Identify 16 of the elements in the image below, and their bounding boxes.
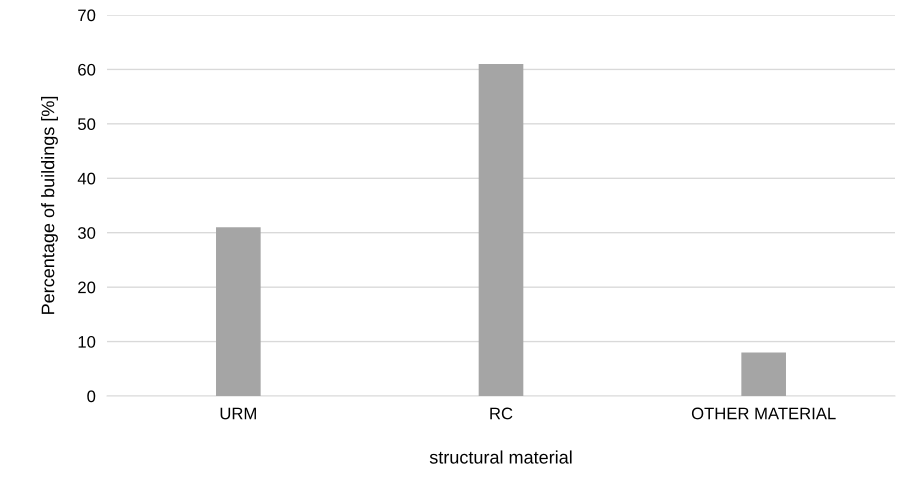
x-axis-title: structural material	[430, 450, 572, 464]
y-tick-label: 10	[78, 336, 96, 348]
bar	[478, 64, 524, 396]
x-tick-label: OTHER MATERIAL	[692, 408, 836, 420]
y-tick-label: 70	[78, 9, 96, 22]
y-tick-label: 50	[78, 118, 96, 130]
y-tick-label: 20	[78, 282, 96, 294]
y-tick-label: 0	[87, 390, 96, 402]
y-tick-label: 40	[78, 172, 96, 184]
y-tick-label: 30	[78, 227, 96, 239]
x-tick-label: RC	[490, 408, 512, 420]
x-tick-label: URM	[220, 408, 256, 420]
y-axis-title: Percentage of buildings [%]	[41, 96, 58, 314]
bar	[741, 352, 786, 396]
y-tick-label: 60	[78, 64, 96, 76]
bar	[216, 227, 261, 396]
